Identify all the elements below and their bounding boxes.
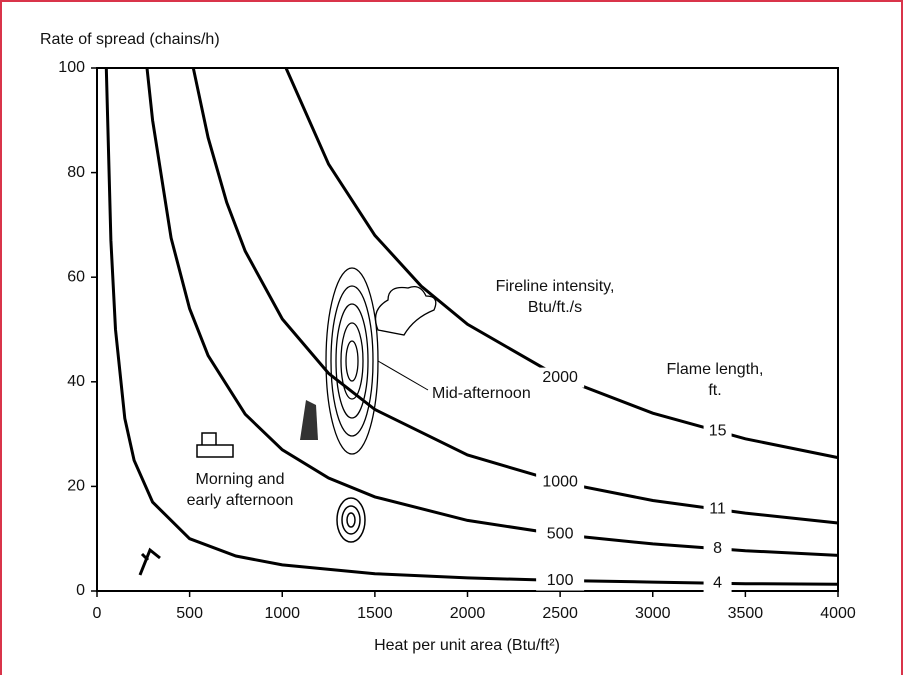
intensity-label: 100 [547,572,574,589]
label-bg [703,538,732,559]
y-tick-label: 40 [67,373,85,390]
intensity-label: 1000 [542,473,578,490]
smoke-icon [374,285,437,336]
y-tick-label: 0 [76,582,85,599]
y-tick-label: 100 [58,59,85,76]
x-tick-label: 0 [93,605,102,622]
fire-rings-mid [325,267,379,455]
intensity-heading: Fireline intensity, Btu/ft./s [496,278,615,316]
engine-icon [300,400,318,440]
y-axis-title: Rate of spread (chains/h) [40,31,220,48]
flame-length-label: 8 [713,540,722,557]
dozer-icon [196,432,234,458]
label-bg [703,573,732,594]
flame-heading: Flame length, ft. [667,361,764,399]
y-tick-label: 20 [67,478,85,495]
x-tick-label: 1500 [357,605,393,622]
intensity-curve [104,67,839,586]
x-tick-label: 1000 [264,605,300,622]
flame-length-label: 11 [709,501,726,518]
crew-icon [138,547,161,576]
annotation: Mid-afternoon [432,385,531,402]
intensity-label: 2000 [542,369,578,386]
intensity-curve [145,67,839,557]
flame-length-label: 4 [713,574,722,591]
x-tick-label: 500 [176,605,203,622]
fire-rings-morning [336,497,366,543]
x-tick-label: 3500 [728,605,764,622]
annotation: Morning and early afternoon [187,471,294,509]
intensity-curve [284,67,839,460]
x-tick-label: 2000 [450,605,486,622]
x-tick-label: 4000 [820,605,856,622]
flame-length-label: 15 [709,422,727,439]
intensity-curve [191,67,839,525]
x-tick-label: 2500 [542,605,578,622]
label-bg [536,367,585,388]
y-tick-label: 80 [67,164,85,181]
intensity-label: 500 [547,526,574,543]
label-bg [703,421,732,442]
label-bg [703,499,732,520]
x-axis-title: Heat per unit area (Btu/ft²) [374,637,560,654]
label-bg [536,570,585,591]
label-bg [536,472,585,493]
y-tick-label: 60 [67,268,85,285]
x-tick-label: 3000 [635,605,671,622]
label-bg [536,524,585,545]
leader-line [377,360,429,391]
